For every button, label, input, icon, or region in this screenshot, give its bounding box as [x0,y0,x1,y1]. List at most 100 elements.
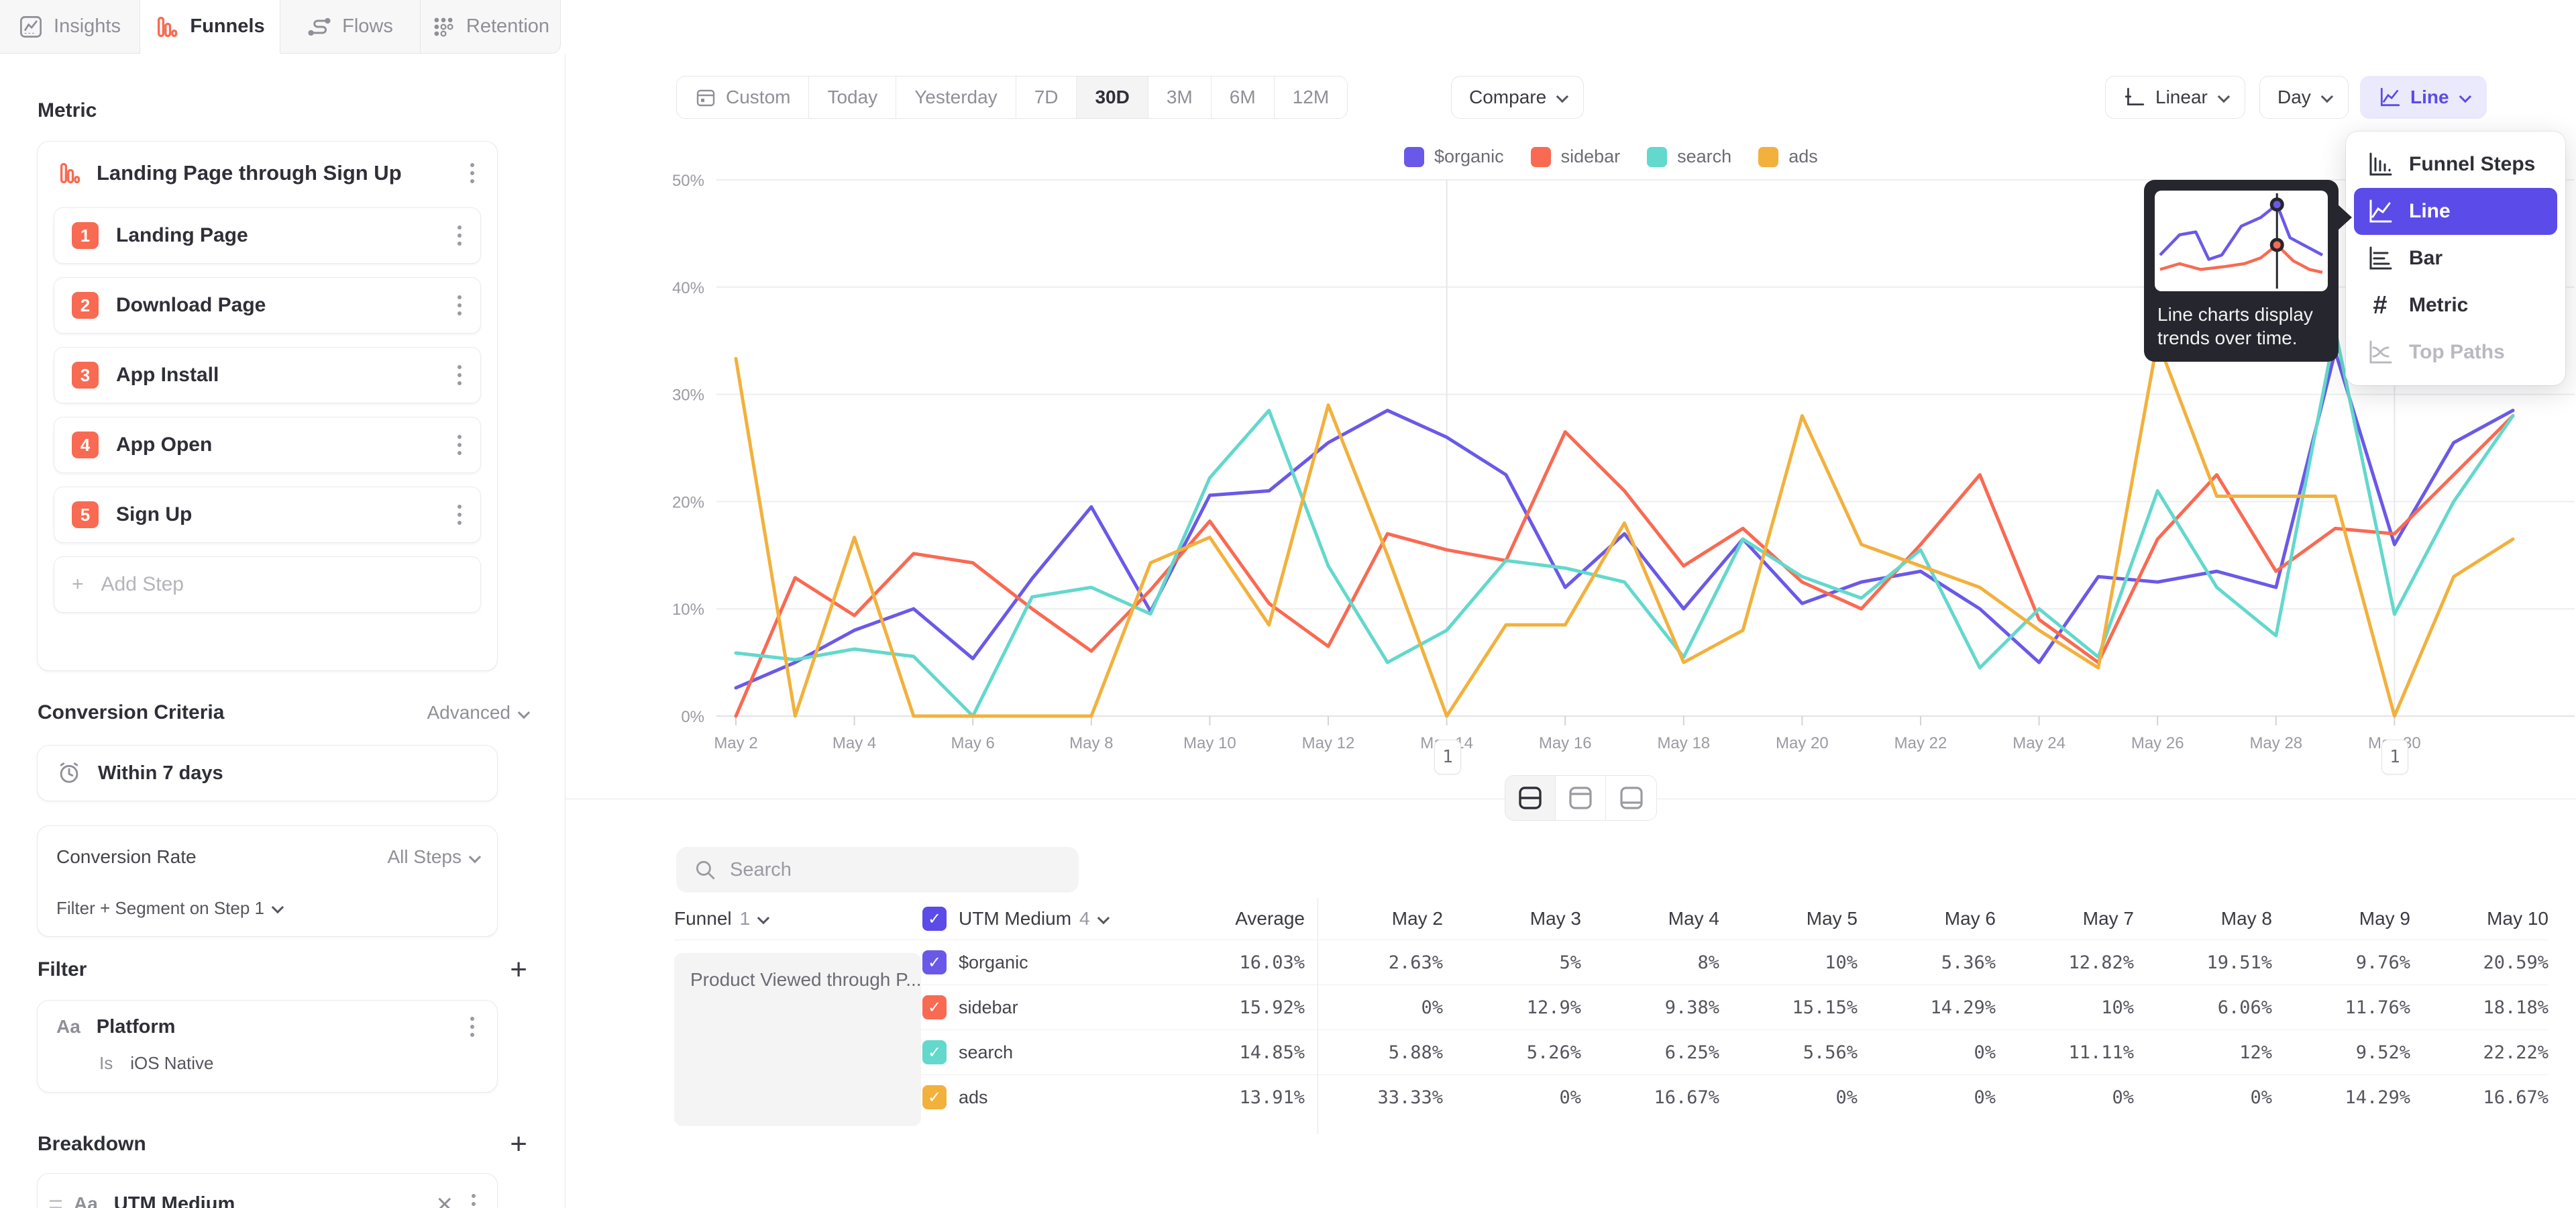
tab-flows[interactable]: Flows [280,0,421,54]
breakdown-card[interactable]: Aa UTM Medium × [37,1173,498,1208]
filter-card[interactable]: Aa Platform Is iOS Native [37,1000,498,1093]
tab-insights[interactable]: Insights [0,0,140,54]
column-header-date[interactable]: May 6 [1944,908,1996,929]
step-label: App Install [116,364,219,386]
table-search-input[interactable]: Search [676,847,1079,893]
funnel-name-cell[interactable]: Product Viewed through P... [674,953,921,1126]
tab-retention[interactable]: Retention [421,0,561,54]
svg-text:May 26: May 26 [2131,734,2184,752]
kebab-icon[interactable] [468,1190,480,1208]
funnel-step-1[interactable]: 1 Landing Page [54,207,481,264]
add-filter-button[interactable]: + [510,953,527,986]
interval-dropdown[interactable]: Day [2259,76,2349,119]
legend-item-sidebar[interactable]: sidebar [1530,146,1620,167]
remove-breakdown-icon[interactable]: × [436,1188,453,1208]
range-6m[interactable]: 6M [1211,77,1275,118]
column-header-date[interactable]: May 7 [2082,908,2134,929]
kebab-icon[interactable] [453,291,466,319]
range-3m[interactable]: 3M [1148,77,1212,118]
svg-text:0%: 0% [681,708,704,726]
table-row-organic[interactable]: ✓ $organic [922,940,1167,985]
row-checkbox[interactable]: ✓ [922,1040,947,1064]
row-checkbox[interactable]: ✓ [922,995,947,1019]
table-row-ads[interactable]: ✓ ads [922,1074,1167,1119]
range-7d[interactable]: 7D [1016,77,1077,118]
compare-button[interactable]: Compare [1451,76,1585,119]
funnel-step-2[interactable]: 2 Download Page [54,277,481,334]
legend-item-search[interactable]: search [1647,146,1731,167]
tab-label: Flows [342,15,393,37]
annotation-marker-may14[interactable]: 1 [1434,740,1461,774]
split-view-toggle[interactable] [1505,776,1556,820]
column-header-date[interactable]: May 9 [2359,908,2410,929]
kebab-icon[interactable] [453,501,466,529]
add-step-button[interactable]: + Add Step [54,556,481,613]
column-header-date[interactable]: May 5 [1806,908,1858,929]
cell-value: 5.26% [1443,1029,1581,1074]
all-steps-dropdown[interactable]: All Steps [388,846,482,868]
menu-item-bar[interactable]: Bar [2354,235,2557,282]
advanced-dropdown[interactable]: Advanced [427,702,531,723]
chevron-down-icon [271,901,284,913]
tab-funnels[interactable]: Funnels [140,0,280,54]
range-yesterday[interactable]: Yesterday [896,77,1016,118]
funnel-step-3[interactable]: 3 App Install [54,347,481,403]
menu-item-funnel-steps[interactable]: Funnel Steps [2354,141,2557,188]
scale-dropdown[interactable]: Linear [2105,76,2245,119]
menu-item-line[interactable]: Line [2354,188,2557,235]
legend-item-ads[interactable]: ads [1758,146,1818,167]
table-row-search[interactable]: ✓ search [922,1029,1167,1074]
range-today[interactable]: Today [809,77,897,118]
cell-value: 12.9% [1443,985,1581,1029]
cell-average: 13.91% [1167,1074,1305,1119]
kebab-icon[interactable] [466,159,478,187]
funnel-step-5[interactable]: 5 Sign Up [54,487,481,543]
add-breakdown-button[interactable]: + [510,1127,527,1160]
select-all-checkbox[interactable]: ✓ [922,907,947,931]
legend-swatch [1758,146,1779,167]
range-12m[interactable]: 12M [1274,77,1348,118]
view-type-dropdown[interactable]: Line [2360,76,2487,119]
kebab-icon[interactable] [466,1013,478,1041]
column-header-date[interactable]: May 3 [1529,908,1581,929]
kebab-icon[interactable] [453,221,466,250]
column-header-date[interactable]: May 10 [2487,908,2548,929]
tab-label: Funnels [190,15,265,37]
chart-only-icon [1569,787,1592,809]
kebab-icon[interactable] [453,361,466,389]
kebab-icon[interactable] [453,431,466,459]
column-header-average[interactable]: Average [1235,908,1305,929]
conversion-window-card[interactable]: Within 7 days [37,745,498,801]
row-checkbox[interactable]: ✓ [922,950,947,974]
funnel-title-row[interactable]: Landing Page through Sign Up [38,142,497,195]
column-header-date[interactable]: May 4 [1668,908,1719,929]
column-header-date[interactable]: May 2 [1391,908,1443,929]
row-checkbox[interactable]: ✓ [922,1085,947,1109]
table-only-toggle[interactable] [1606,776,1656,820]
table-row-sidebar[interactable]: ✓ sidebar [922,985,1167,1029]
funnel-trend-line-chart[interactable]: 0% 10% 20% 30% 40% 50% May 2 May 4 May 6 May 8 May… [564,161,2576,778]
filter-segment-label: Filter + Segment on Step 1 [56,897,265,918]
drag-handle-icon[interactable] [50,1199,62,1208]
line-icon [2369,199,2392,223]
cell-value: 16.67% [1581,1074,1719,1119]
chart-only-toggle[interactable] [1556,776,1606,820]
menu-item-metric[interactable]: # Metric [2354,282,2557,329]
cell-average: 14.85% [1167,1029,1305,1074]
column-header-date[interactable]: May 8 [2220,908,2272,929]
segment-column-header[interactable]: ✓ UTM Medium 4 [922,898,1167,940]
funnel-step-4[interactable]: 4 App Open [54,417,481,473]
flows-icon [308,17,331,36]
funnels-icon [158,16,178,37]
step-number-badge: 3 [72,362,99,389]
filter-segment-row[interactable]: Filter + Segment on Step 1 [38,888,497,928]
funnel-column-header[interactable]: Funnel 1 [674,898,922,940]
range-custom[interactable]: Custom [677,77,810,118]
view-type-tooltip: Line charts display trends over time. [2144,180,2352,362]
add-step-label: Add Step [101,573,184,595]
annotation-marker-may30[interactable]: 1 [2381,740,2408,774]
cell-value: 5.88% [1305,1029,1443,1074]
range-30d[interactable]: 30D [1077,77,1148,118]
cell-value: 18.18% [2410,985,2548,1029]
legend-item-organic[interactable]: $organic [1404,146,1504,167]
